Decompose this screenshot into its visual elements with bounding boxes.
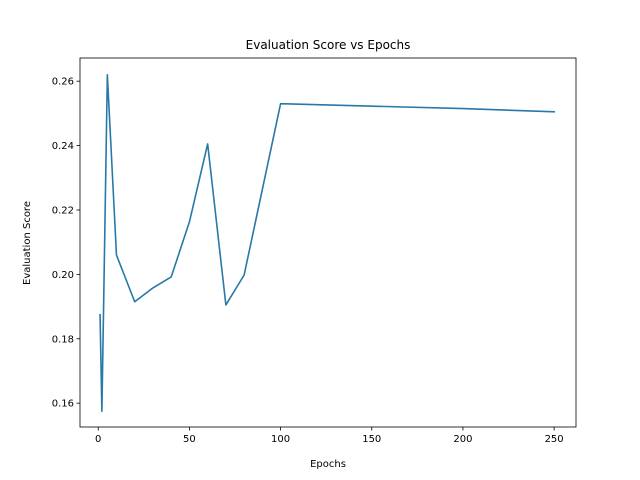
x-tick-label: 200 — [453, 434, 472, 445]
x-tick-label: 100 — [271, 434, 290, 445]
y-tick-label: 0.26 — [52, 77, 74, 88]
y-tick-label: 0.18 — [52, 334, 74, 345]
series-line-0 — [99, 73, 555, 413]
x-tick-label: 0 — [95, 434, 101, 445]
y-tick-label: 0.20 — [52, 270, 74, 281]
y-axis-title: Evaluation Score — [22, 201, 33, 285]
plot-area: 0 50 100 150 200 250 0.16 0.18 0.20 0.22 0.24 0.26 — [52, 57, 577, 445]
chart-title: Evaluation Score vs Epochs — [246, 38, 411, 52]
y-tick-label: 0.22 — [52, 205, 74, 216]
x-tick-label: 150 — [362, 434, 381, 445]
y-tick-label: 0.24 — [52, 141, 74, 152]
y-tick-label: 0.16 — [52, 399, 74, 410]
x-tick-label: 50 — [183, 434, 196, 445]
axes-frame — [79, 57, 577, 428]
x-axis-title: Epochs — [310, 459, 346, 470]
x-tick-label: 250 — [545, 434, 564, 445]
